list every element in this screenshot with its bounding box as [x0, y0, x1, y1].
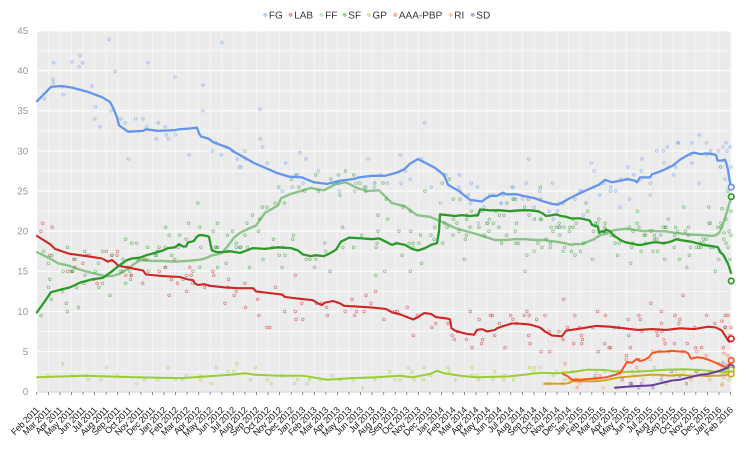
svg-text:SF: SF [348, 11, 361, 22]
svg-text:5: 5 [23, 347, 29, 358]
svg-text:45: 45 [17, 26, 28, 37]
svg-text:35: 35 [17, 106, 28, 117]
svg-text:25: 25 [17, 187, 28, 198]
svg-text:LAB: LAB [294, 11, 313, 22]
svg-text:0: 0 [23, 387, 29, 398]
svg-text:15: 15 [17, 267, 28, 278]
svg-text:20: 20 [17, 227, 28, 238]
svg-text:30: 30 [17, 146, 28, 157]
svg-text:SD: SD [476, 11, 490, 22]
svg-text:AAA-PBP: AAA-PBP [399, 11, 443, 22]
svg-text:10: 10 [17, 307, 28, 318]
svg-text:GP: GP [373, 11, 388, 22]
svg-text:40: 40 [17, 66, 28, 77]
svg-text:FF: FF [325, 11, 337, 22]
svg-text:FG: FG [269, 11, 283, 22]
svg-text:RI: RI [454, 11, 464, 22]
